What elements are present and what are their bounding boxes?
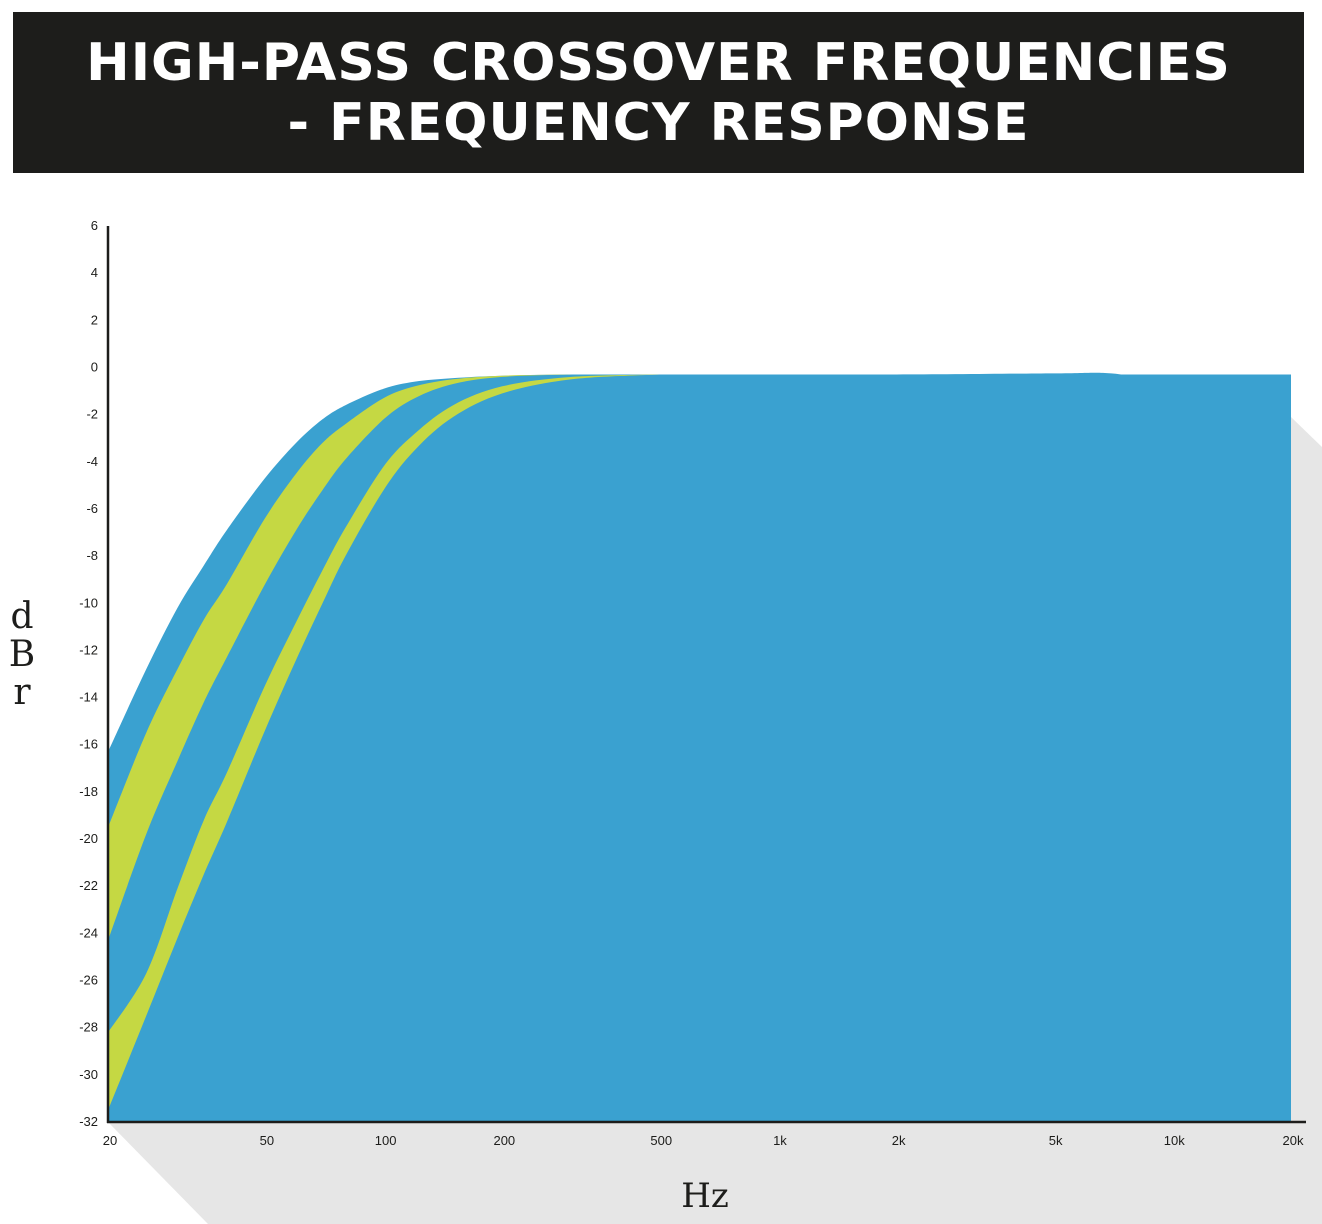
y-axis-label-char: B (9, 634, 35, 675)
y-tick-label: 6 (91, 218, 98, 233)
x-tick-labels: 20 50 100 200 500 1k 2k 5k 10k 20k (103, 1133, 1304, 1148)
y-tick-label: -16 (79, 737, 98, 752)
x-tick-label: 50 (260, 1133, 274, 1148)
y-axis-label-char: d (10, 596, 33, 637)
y-axis-label-char: r (13, 672, 31, 713)
y-tick-label: -12 (79, 642, 98, 657)
x-tick-label: 1k (773, 1133, 787, 1148)
x-tick-label: 5k (1049, 1133, 1063, 1148)
y-tick-label: -20 (79, 831, 98, 846)
y-tick-label: -18 (79, 784, 98, 799)
y-axis-label: dBr (9, 596, 35, 713)
chart-title-line-2: - FREQUENCY RESPONSE (287, 92, 1030, 153)
y-tick-label: 0 (91, 359, 98, 374)
x-tick-label: 2k (892, 1133, 906, 1148)
series-layer (108, 372, 1291, 1122)
chart-title: HIGH-PASS CROSSOVER FREQUENCIES - FREQUE… (13, 12, 1304, 173)
y-tick-label: -28 (79, 1020, 98, 1035)
y-tick-label: -22 (79, 878, 98, 893)
x-tick-label: 500 (650, 1133, 672, 1148)
x-tick-label: 20k (1283, 1133, 1304, 1148)
y-tick-label: -26 (79, 973, 98, 988)
series-area-5 (108, 374, 1291, 1122)
y-tick-label: -8 (86, 548, 98, 563)
x-tick-label: 100 (375, 1133, 397, 1148)
y-tick-label: -6 (86, 501, 98, 516)
x-tick-label: 10k (1164, 1133, 1185, 1148)
y-tick-label: -14 (79, 690, 98, 705)
x-tick-label: 20 (103, 1133, 117, 1148)
x-tick-label: 200 (493, 1133, 515, 1148)
y-tick-label: -2 (86, 407, 98, 422)
y-tick-label: -10 (79, 595, 98, 610)
y-tick-labels: 6 4 2 0 -2 -4 -6 -8 -10 -12 -14 -16 -18 -20 -22 -24 -26 -… (79, 218, 98, 1129)
y-tick-label: -24 (79, 925, 98, 940)
y-tick-label: -4 (86, 454, 98, 469)
x-axis-label: Hz (681, 1176, 729, 1216)
y-tick-label: 2 (91, 312, 98, 327)
y-tick-label: 4 (91, 265, 98, 280)
axis-layer (106, 226, 1306, 1124)
chart-title-line-1: HIGH-PASS CROSSOVER FREQUENCIES (86, 32, 1231, 93)
y-tick-label: -32 (79, 1114, 98, 1129)
y-tick-label: -30 (79, 1067, 98, 1082)
